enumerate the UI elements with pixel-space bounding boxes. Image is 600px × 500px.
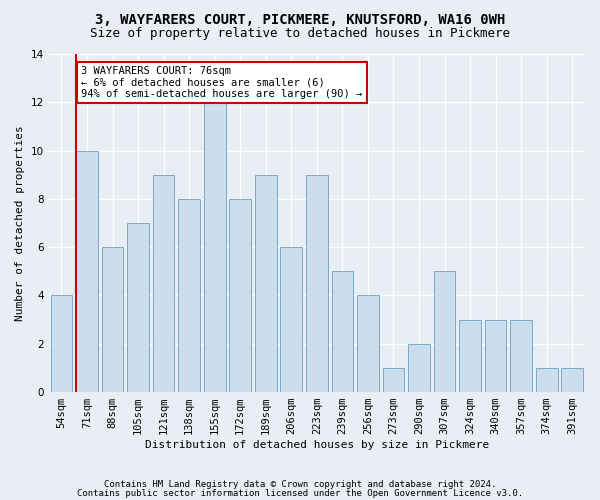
- Bar: [127, 223, 149, 392]
- Bar: [485, 320, 506, 392]
- Bar: [178, 199, 200, 392]
- Bar: [434, 272, 455, 392]
- X-axis label: Distribution of detached houses by size in Pickmere: Distribution of detached houses by size …: [145, 440, 489, 450]
- Bar: [408, 344, 430, 392]
- Bar: [101, 247, 124, 392]
- Bar: [332, 272, 353, 392]
- Bar: [536, 368, 557, 392]
- Text: Contains public sector information licensed under the Open Government Licence v3: Contains public sector information licen…: [77, 490, 523, 498]
- Bar: [204, 102, 226, 392]
- Text: Contains HM Land Registry data © Crown copyright and database right 2024.: Contains HM Land Registry data © Crown c…: [104, 480, 496, 489]
- Bar: [510, 320, 532, 392]
- Bar: [229, 199, 251, 392]
- Bar: [76, 150, 98, 392]
- Bar: [383, 368, 404, 392]
- Bar: [153, 174, 175, 392]
- Bar: [459, 320, 481, 392]
- Y-axis label: Number of detached properties: Number of detached properties: [15, 125, 25, 321]
- Bar: [255, 174, 277, 392]
- Text: Size of property relative to detached houses in Pickmere: Size of property relative to detached ho…: [90, 28, 510, 40]
- Bar: [357, 296, 379, 392]
- Bar: [562, 368, 583, 392]
- Bar: [50, 296, 72, 392]
- Text: 3 WAYFARERS COURT: 76sqm
← 6% of detached houses are smaller (6)
94% of semi-det: 3 WAYFARERS COURT: 76sqm ← 6% of detache…: [81, 66, 362, 100]
- Bar: [280, 247, 302, 392]
- Bar: [306, 174, 328, 392]
- Text: 3, WAYFARERS COURT, PICKMERE, KNUTSFORD, WA16 0WH: 3, WAYFARERS COURT, PICKMERE, KNUTSFORD,…: [95, 12, 505, 26]
